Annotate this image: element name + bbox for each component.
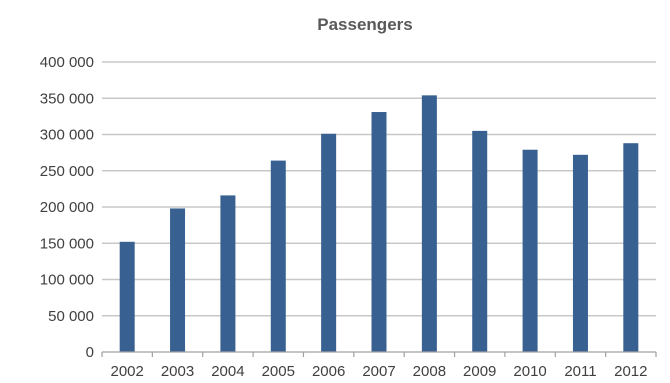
y-tick-label: 0 <box>86 344 94 361</box>
bar-2004 <box>220 195 236 352</box>
y-tick-label: 250 000 <box>40 163 94 180</box>
x-tick-label: 2004 <box>211 363 244 380</box>
x-tick-label: 2002 <box>110 363 143 380</box>
bar-2011 <box>572 154 588 352</box>
x-axis-ticks: 2002 2003 2004 2005 2006 2007 2008 2009 2010 2011… <box>110 363 647 380</box>
y-tick-label: 50 000 <box>48 308 94 325</box>
chart-title: Passengers <box>317 15 412 34</box>
bar-2012 <box>623 143 639 352</box>
bar-2009 <box>472 130 488 352</box>
bar-2005 <box>270 160 286 352</box>
bar-2007 <box>371 112 387 353</box>
x-axis <box>101 351 657 357</box>
x-tick-label: 2006 <box>312 363 345 380</box>
bar-2002 <box>119 241 135 352</box>
bar-2008 <box>421 95 437 352</box>
y-tick-label: 100 000 <box>40 272 94 289</box>
bar-2010 <box>522 149 538 352</box>
x-tick-label: 2005 <box>262 363 295 380</box>
y-axis-ticks: 0 50 000 100 000 150 000 200 000 250 000 300 0… <box>40 54 94 361</box>
bar-2006 <box>321 133 337 352</box>
y-tick-label: 300 000 <box>40 127 94 144</box>
x-tick-label: 2009 <box>463 363 496 380</box>
y-tick-label: 400 000 <box>40 54 94 71</box>
x-tick-label: 2007 <box>362 363 395 380</box>
y-tick-label: 200 000 <box>40 199 94 216</box>
bars <box>119 95 639 353</box>
y-tick-label: 350 000 <box>40 90 94 107</box>
x-tick-label: 2003 <box>161 363 194 380</box>
bar-2003 <box>170 208 186 352</box>
x-tick-label: 2010 <box>513 363 546 380</box>
x-tick-label: 2012 <box>614 363 647 380</box>
x-tick-label: 2011 <box>564 363 596 380</box>
y-tick-label: 150 000 <box>40 235 94 252</box>
x-tick-label: 2008 <box>413 363 446 380</box>
